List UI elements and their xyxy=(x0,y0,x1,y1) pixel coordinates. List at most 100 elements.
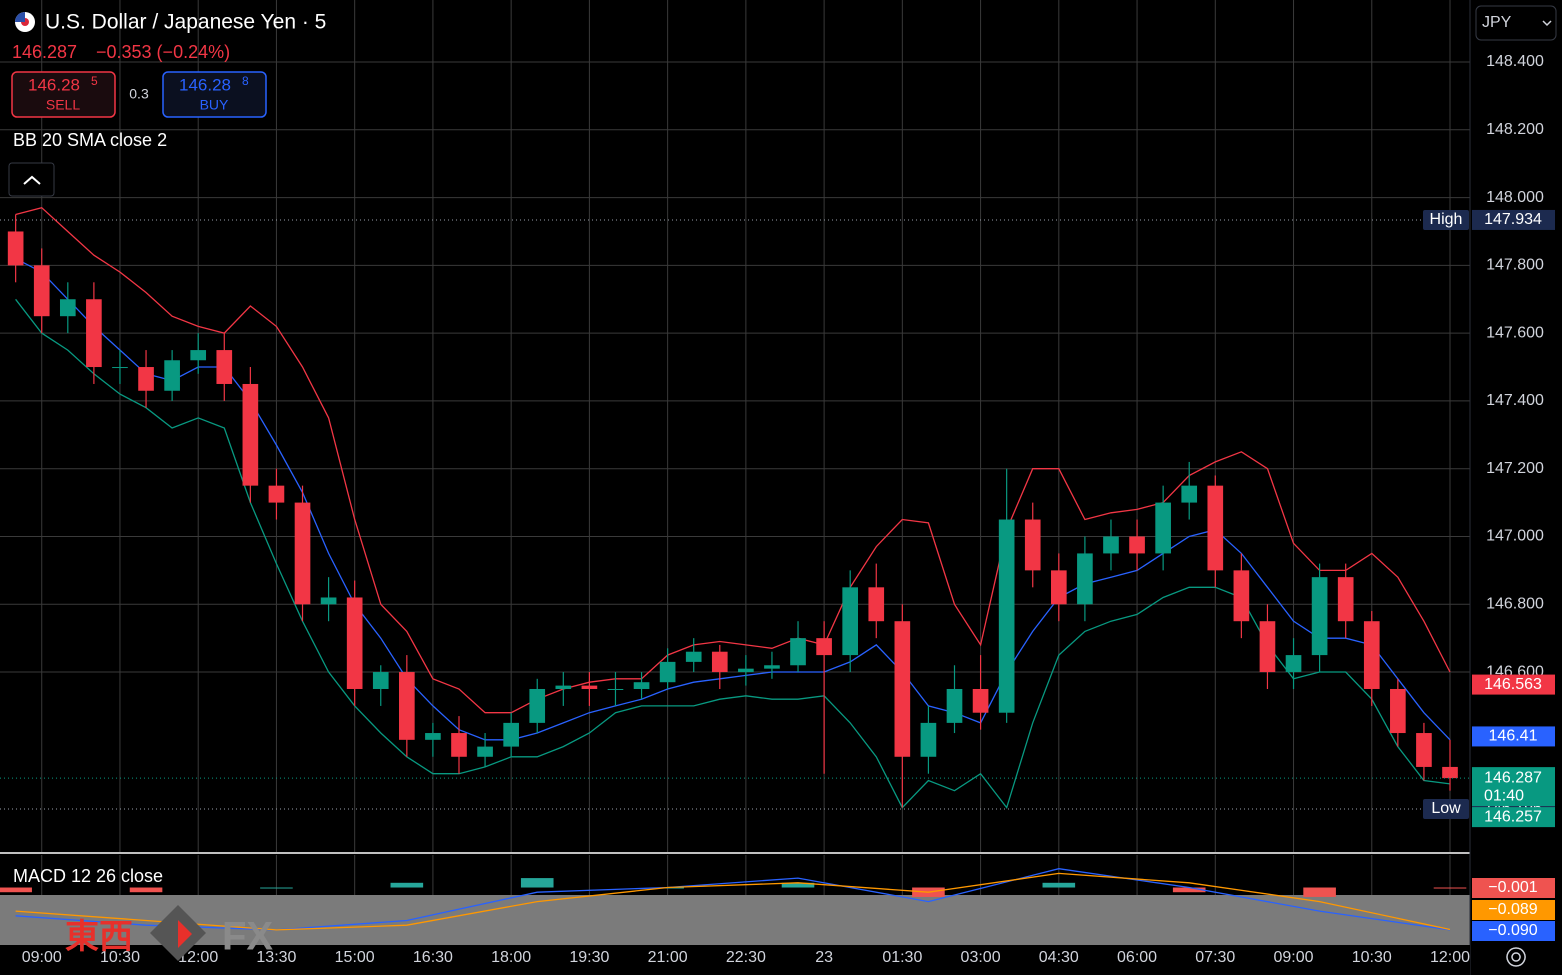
macd-line xyxy=(15,872,1451,931)
candle-body xyxy=(320,597,337,605)
candle-body xyxy=(816,638,832,656)
x-tick-label: 01:30 xyxy=(882,949,922,966)
buy-price: 146.28 xyxy=(179,75,231,94)
marker-label: Low xyxy=(1431,800,1461,817)
grid xyxy=(0,0,1470,945)
candle-body xyxy=(86,299,102,368)
candle-body xyxy=(399,672,415,740)
price-change: −0.353 (−0.24%) xyxy=(96,42,230,62)
candle-body xyxy=(1442,766,1458,779)
marker-tag xyxy=(1472,209,1555,230)
candle-body xyxy=(529,688,546,723)
candle-body xyxy=(946,688,963,723)
candle-body xyxy=(1077,553,1093,605)
band-value: 146.563 xyxy=(1484,676,1542,693)
x-tick-label: 10:30 xyxy=(100,949,140,966)
buy-button[interactable]: 146.28 8 BUY xyxy=(162,71,267,118)
candle-body xyxy=(581,685,598,689)
indicator-label[interactable]: BB 20 SMA close 2 xyxy=(13,130,167,150)
collapse-box[interactable] xyxy=(8,162,55,197)
marker-tag xyxy=(1423,798,1469,819)
candle-body xyxy=(138,367,154,391)
countdown: 01:40 xyxy=(1484,787,1524,804)
candle-body xyxy=(1311,577,1328,656)
plot xyxy=(0,206,1470,931)
x-tick-label: 16:30 xyxy=(413,949,453,966)
candle-body xyxy=(425,733,441,740)
buy-box[interactable] xyxy=(162,71,267,118)
candle-body xyxy=(790,638,806,666)
macd-tag xyxy=(1472,900,1555,920)
candle-body xyxy=(1155,502,1171,554)
candle-body xyxy=(1129,536,1145,554)
candle-body xyxy=(868,587,885,622)
y-tick-label: 147.000 xyxy=(1486,528,1544,545)
candle-body xyxy=(998,519,1015,713)
spread: 0.3 xyxy=(129,86,149,102)
sell-button[interactable]: 146.28 5 SELL xyxy=(11,71,116,118)
candle-body xyxy=(294,502,311,605)
x-tick-label: 07:30 xyxy=(1195,949,1235,966)
buy-pip: 8 xyxy=(242,74,249,88)
logo-text: 東西 xyxy=(65,918,133,956)
marker-label: High xyxy=(1430,211,1463,228)
x-tick-label: 12:00 xyxy=(178,949,218,966)
candle-body xyxy=(972,688,989,713)
collapse-button[interactable] xyxy=(8,162,55,197)
candle-body xyxy=(894,621,911,757)
sell-box[interactable] xyxy=(11,71,116,118)
macd-line xyxy=(15,868,1451,931)
y-tick-label: 146.800 xyxy=(1486,595,1544,612)
band-tag xyxy=(1472,807,1555,828)
candle-body xyxy=(738,668,754,673)
y-tick-label: 147.800 xyxy=(1486,257,1544,274)
currency-dropdown[interactable]: JPY xyxy=(1475,5,1557,41)
candle-body xyxy=(1181,485,1198,503)
x-tick-label: 19:30 xyxy=(569,949,609,966)
histogram-tag xyxy=(1472,878,1555,898)
y-tick-label: 148.400 xyxy=(1486,53,1544,70)
macd-value: −0.089 xyxy=(1488,901,1537,918)
logo-text: FX xyxy=(222,915,273,959)
last-price-tag xyxy=(1472,767,1555,807)
x-tick-label: 21:00 xyxy=(648,949,688,966)
candle-body xyxy=(920,722,937,757)
histogram-bar xyxy=(390,882,424,888)
x-tick-label: 15:00 xyxy=(335,949,375,966)
candle-body xyxy=(659,661,676,683)
macd-title[interactable]: MACD 12 26 close xyxy=(13,866,163,886)
x-tick-label: 18:00 xyxy=(491,949,531,966)
candle-body xyxy=(1259,621,1276,673)
x-tick-label: 04:30 xyxy=(1039,949,1079,966)
last-price: 146.287 xyxy=(1484,769,1542,786)
candle-body xyxy=(1024,519,1041,571)
band-value: 146.41 xyxy=(1489,728,1538,745)
y-tick-label: 148.200 xyxy=(1486,121,1544,138)
time-axis xyxy=(0,945,1470,975)
candle-body xyxy=(190,350,207,361)
price-tags: High147.934Low146.196146.563146.41146.25… xyxy=(1423,209,1555,941)
settings-icon[interactable] xyxy=(1506,947,1526,967)
dropdown-box[interactable] xyxy=(1475,5,1557,41)
candle-body xyxy=(711,651,728,673)
histogram-bar xyxy=(0,887,32,893)
histogram-bar xyxy=(781,882,815,888)
histogram-bar xyxy=(520,878,554,888)
histogram-bar xyxy=(129,887,163,893)
sell-price: 146.28 xyxy=(28,75,80,94)
y-tick-label: 147.600 xyxy=(1486,324,1544,341)
price-axis xyxy=(1470,0,1562,975)
macd-value: −0.090 xyxy=(1488,922,1537,939)
candle-body xyxy=(555,685,572,689)
x-tick-label: 06:00 xyxy=(1117,949,1157,966)
band-value: 146.257 xyxy=(1484,808,1542,825)
chevron-icon xyxy=(23,175,41,185)
histogram-bar xyxy=(1042,882,1076,888)
candle-body xyxy=(242,383,259,486)
candle-body xyxy=(1416,733,1432,767)
flag-icon xyxy=(15,12,25,22)
x-tick-label: 12:00 xyxy=(1430,949,1470,966)
candle-body xyxy=(268,485,285,503)
